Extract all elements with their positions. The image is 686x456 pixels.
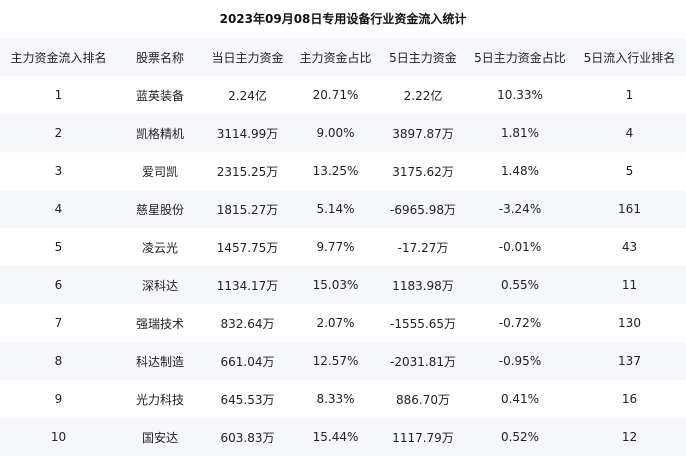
main-fund-ratio-cell: 5.14% xyxy=(292,190,379,228)
rank-cell: 8 xyxy=(0,342,117,380)
stock-name-cell: 蓝英装备 xyxy=(117,76,203,114)
column-header-5day-main-fund-ratio: 5日主力资金占比 xyxy=(467,38,573,76)
daily-main-fund-cell: 661.04万 xyxy=(203,342,292,380)
rank-cell: 5 xyxy=(0,228,117,266)
5day-main-fund-ratio-cell: 1.48% xyxy=(467,152,573,190)
main-fund-ratio-cell: 2.07% xyxy=(292,304,379,342)
5day-main-fund-cell: 1183.98万 xyxy=(379,266,467,304)
stock-name-cell: 深科达 xyxy=(117,266,203,304)
5day-main-fund-ratio-cell: -3.24% xyxy=(467,190,573,228)
stock-name-cell: 凯格精机 xyxy=(117,114,203,152)
column-header-daily-main-fund: 当日主力资金 xyxy=(203,38,292,76)
rank-cell: 1 xyxy=(0,76,117,114)
column-header-stock-name: 股票名称 xyxy=(117,38,203,76)
column-header-rank: 主力资金流入排名 xyxy=(0,38,117,76)
daily-main-fund-cell: 2.24亿 xyxy=(203,76,292,114)
5day-main-fund-cell: 2.22亿 xyxy=(379,76,467,114)
daily-main-fund-cell: 1815.27万 xyxy=(203,190,292,228)
table-header-row: 主力资金流入排名 股票名称 当日主力资金 主力资金占比 5日主力资金 5日主力资… xyxy=(0,38,686,76)
5day-main-fund-ratio-cell: 0.55% xyxy=(467,266,573,304)
main-fund-ratio-cell: 9.77% xyxy=(292,228,379,266)
5day-industry-rank-cell: 43 xyxy=(573,228,686,266)
5day-industry-rank-cell: 16 xyxy=(573,380,686,418)
daily-main-fund-cell: 1457.75万 xyxy=(203,228,292,266)
5day-industry-rank-cell: 11 xyxy=(573,266,686,304)
5day-industry-rank-cell: 5 xyxy=(573,152,686,190)
5day-main-fund-cell: 3175.62万 xyxy=(379,152,467,190)
5day-main-fund-cell: 1117.79万 xyxy=(379,418,467,456)
5day-industry-rank-cell: 12 xyxy=(573,418,686,456)
table-row: 3 爱司凯 2315.25万 13.25% 3175.62万 1.48% 5 xyxy=(0,152,686,190)
5day-main-fund-ratio-cell: -0.95% xyxy=(467,342,573,380)
rank-cell: 7 xyxy=(0,304,117,342)
main-fund-ratio-cell: 8.33% xyxy=(292,380,379,418)
stock-name-cell: 光力科技 xyxy=(117,380,203,418)
5day-industry-rank-cell: 4 xyxy=(573,114,686,152)
table-row: 9 光力科技 645.53万 8.33% 886.70万 0.41% 16 xyxy=(0,380,686,418)
stock-name-cell: 爱司凯 xyxy=(117,152,203,190)
table-row: 4 慈星股份 1815.27万 5.14% -6965.98万 -3.24% 1… xyxy=(0,190,686,228)
rank-cell: 10 xyxy=(0,418,117,456)
5day-main-fund-cell: 886.70万 xyxy=(379,380,467,418)
table-row: 1 蓝英装备 2.24亿 20.71% 2.22亿 10.33% 1 xyxy=(0,76,686,114)
5day-main-fund-ratio-cell: -0.01% xyxy=(467,228,573,266)
5day-industry-rank-cell: 130 xyxy=(573,304,686,342)
table-row: 8 科达制造 661.04万 12.57% -2031.81万 -0.95% 1… xyxy=(0,342,686,380)
daily-main-fund-cell: 1134.17万 xyxy=(203,266,292,304)
main-fund-ratio-cell: 15.03% xyxy=(292,266,379,304)
table-row: 6 深科达 1134.17万 15.03% 1183.98万 0.55% 11 xyxy=(0,266,686,304)
5day-main-fund-ratio-cell: 0.52% xyxy=(467,418,573,456)
daily-main-fund-cell: 603.83万 xyxy=(203,418,292,456)
5day-main-fund-cell: -1555.65万 xyxy=(379,304,467,342)
rank-cell: 9 xyxy=(0,380,117,418)
stock-name-cell: 科达制造 xyxy=(117,342,203,380)
daily-main-fund-cell: 832.64万 xyxy=(203,304,292,342)
main-fund-ratio-cell: 12.57% xyxy=(292,342,379,380)
table-row: 10 国安达 603.83万 15.44% 1117.79万 0.52% 12 xyxy=(0,418,686,456)
stock-name-cell: 凌云光 xyxy=(117,228,203,266)
rank-cell: 6 xyxy=(0,266,117,304)
main-fund-ratio-cell: 9.00% xyxy=(292,114,379,152)
column-header-main-fund-ratio: 主力资金占比 xyxy=(292,38,379,76)
5day-main-fund-cell: 3897.87万 xyxy=(379,114,467,152)
5day-industry-rank-cell: 137 xyxy=(573,342,686,380)
fund-flow-table: 主力资金流入排名 股票名称 当日主力资金 主力资金占比 5日主力资金 5日主力资… xyxy=(0,38,686,456)
column-header-5day-main-fund: 5日主力资金 xyxy=(379,38,467,76)
5day-industry-rank-cell: 1 xyxy=(573,76,686,114)
daily-main-fund-cell: 3114.99万 xyxy=(203,114,292,152)
5day-main-fund-cell: -17.27万 xyxy=(379,228,467,266)
5day-main-fund-ratio-cell: -0.72% xyxy=(467,304,573,342)
5day-industry-rank-cell: 161 xyxy=(573,190,686,228)
main-fund-ratio-cell: 13.25% xyxy=(292,152,379,190)
column-header-5day-industry-rank: 5日流入行业排名 xyxy=(573,38,686,76)
stock-name-cell: 国安达 xyxy=(117,418,203,456)
table-row: 2 凯格精机 3114.99万 9.00% 3897.87万 1.81% 4 xyxy=(0,114,686,152)
rank-cell: 2 xyxy=(0,114,117,152)
daily-main-fund-cell: 645.53万 xyxy=(203,380,292,418)
5day-main-fund-cell: -2031.81万 xyxy=(379,342,467,380)
5day-main-fund-ratio-cell: 1.81% xyxy=(467,114,573,152)
stock-name-cell: 强瑞技术 xyxy=(117,304,203,342)
5day-main-fund-ratio-cell: 10.33% xyxy=(467,76,573,114)
main-fund-ratio-cell: 20.71% xyxy=(292,76,379,114)
page-title: 2023年09月08日专用设备行业资金流入统计 xyxy=(219,12,467,26)
stock-name-cell: 慈星股份 xyxy=(117,190,203,228)
rank-cell: 4 xyxy=(0,190,117,228)
daily-main-fund-cell: 2315.25万 xyxy=(203,152,292,190)
5day-main-fund-cell: -6965.98万 xyxy=(379,190,467,228)
table-row: 5 凌云光 1457.75万 9.77% -17.27万 -0.01% 43 xyxy=(0,228,686,266)
rank-cell: 3 xyxy=(0,152,117,190)
table-row: 7 强瑞技术 832.64万 2.07% -1555.65万 -0.72% 13… xyxy=(0,304,686,342)
main-fund-ratio-cell: 15.44% xyxy=(292,418,379,456)
5day-main-fund-ratio-cell: 0.41% xyxy=(467,380,573,418)
